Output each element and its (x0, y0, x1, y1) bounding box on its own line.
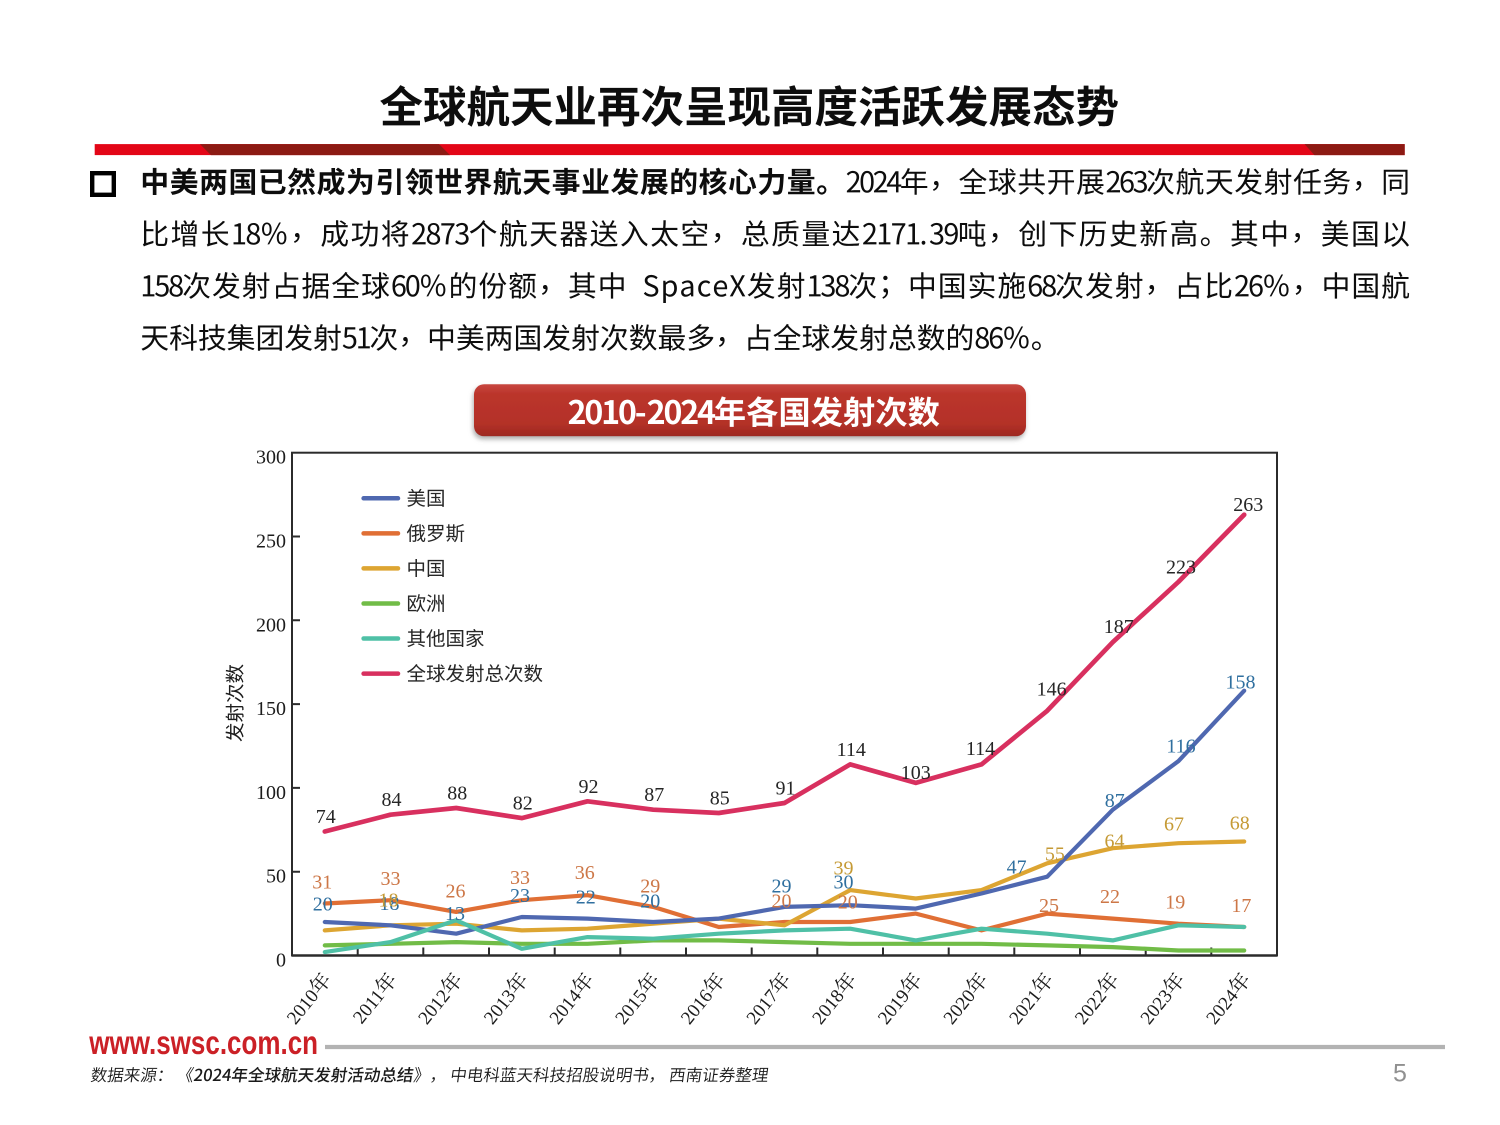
svg-text:19: 19 (1165, 892, 1185, 914)
svg-text:92: 92 (579, 776, 599, 798)
svg-text:84: 84 (382, 789, 402, 811)
svg-text:55: 55 (1045, 843, 1065, 865)
svg-text:0: 0 (276, 950, 286, 972)
svg-text:114: 114 (966, 738, 995, 760)
svg-text:20: 20 (838, 892, 858, 914)
svg-text:33: 33 (510, 867, 530, 889)
svg-text:33: 33 (381, 868, 401, 890)
svg-text:31: 31 (312, 871, 332, 893)
svg-text:87: 87 (1105, 790, 1125, 812)
svg-text:146: 146 (1037, 678, 1067, 700)
svg-text:68: 68 (1230, 813, 1250, 835)
svg-text:300: 300 (256, 447, 286, 469)
svg-text:250: 250 (256, 531, 286, 553)
svg-text:85: 85 (710, 788, 730, 810)
svg-text:82: 82 (513, 793, 533, 815)
svg-text:87: 87 (644, 784, 664, 806)
svg-text:26: 26 (446, 881, 466, 903)
svg-text:13: 13 (445, 903, 465, 925)
svg-text:263: 263 (1233, 494, 1263, 516)
svg-text:22: 22 (576, 887, 596, 909)
svg-text:5: 5 (1393, 1060, 1407, 1088)
svg-text:17: 17 (1231, 895, 1251, 917)
svg-text:22: 22 (1100, 886, 1120, 908)
svg-text:36: 36 (575, 862, 595, 884)
svg-text:187: 187 (1104, 616, 1134, 638)
svg-text:64: 64 (1105, 831, 1125, 853)
svg-text:20: 20 (313, 894, 333, 916)
svg-text:223: 223 (1166, 557, 1196, 579)
svg-text:67: 67 (1164, 814, 1184, 836)
svg-text:18: 18 (379, 889, 399, 911)
svg-text:116: 116 (1166, 736, 1195, 758)
svg-text:91: 91 (776, 778, 796, 800)
svg-text:103: 103 (901, 762, 931, 784)
svg-text:158: 158 (1226, 672, 1256, 694)
svg-text:200: 200 (256, 614, 286, 636)
svg-text:39: 39 (834, 858, 854, 880)
svg-text:25: 25 (1039, 895, 1059, 917)
svg-text:www.swsc.com.cn: www.swsc.com.cn (88, 1025, 318, 1062)
svg-text:30: 30 (834, 872, 854, 894)
svg-text:74: 74 (316, 806, 336, 828)
svg-text:29: 29 (640, 876, 660, 898)
svg-text:100: 100 (256, 782, 286, 804)
svg-text:18: 18 (380, 893, 400, 915)
svg-text:114: 114 (837, 739, 866, 761)
svg-text:88: 88 (447, 783, 467, 805)
svg-text:20: 20 (640, 891, 660, 913)
svg-text:20: 20 (772, 891, 792, 913)
svg-text:47: 47 (1007, 857, 1027, 879)
svg-text:150: 150 (256, 698, 286, 720)
svg-text:29: 29 (772, 876, 792, 898)
svg-text:23: 23 (510, 885, 530, 907)
svg-text:50: 50 (266, 866, 286, 888)
